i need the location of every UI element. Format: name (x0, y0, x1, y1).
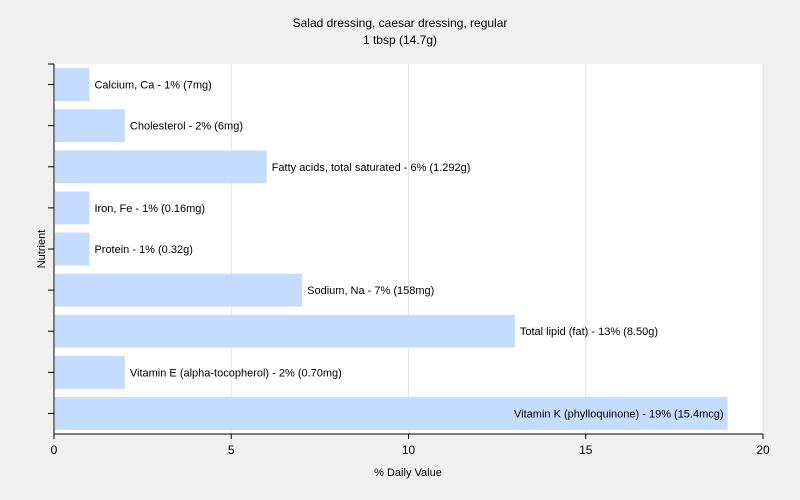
chart-subtitle: 1 tbsp (14.7g) (363, 33, 437, 47)
chart-title: Salad dressing, caesar dressing, regular (293, 16, 508, 30)
bar-label: Cholesterol - 2% (6mg) (130, 121, 243, 133)
bar (55, 109, 125, 143)
bar (55, 232, 90, 266)
bars: Calcium, Ca - 1% (7mg) Cholesterol - 2% (… (55, 68, 728, 430)
bar (55, 314, 515, 348)
bar-label: Vitamin E (alpha-tocopherol) - 2% (0.70m… (130, 367, 342, 379)
x-tick-label: 0 (51, 443, 58, 457)
bar-label: Calcium, Ca - 1% (7mg) (94, 80, 211, 92)
x-tick-label: 15 (579, 443, 593, 457)
bar (55, 273, 303, 307)
x-tick-label: 5 (228, 443, 235, 457)
bar-label: Vitamin K (phylloquinone) - 19% (15.4mcg… (514, 408, 724, 420)
bar-label: Fatty acids, total saturated - 6% (1.292… (272, 162, 471, 174)
x-tick-label: 20 (756, 443, 770, 457)
bar-label: Protein - 1% (0.32g) (94, 244, 192, 256)
bar (55, 397, 728, 430)
axes: 0 5 10 15 20 (48, 63, 770, 457)
bar-label: Iron, Fe - 1% (0.16mg) (94, 203, 205, 215)
bar (55, 355, 125, 389)
bar (55, 68, 90, 101)
grid-lines (230, 64, 764, 434)
y-axis-label: Nutrient (36, 230, 48, 269)
bar-label: Total lipid (fat) - 13% (8.50g) (520, 326, 658, 338)
x-tick-label: 10 (402, 443, 416, 457)
bar (55, 150, 267, 184)
x-axis-label: % Daily Value (374, 467, 442, 479)
bar (55, 191, 90, 225)
bar-label: Sodium, Na - 7% (158mg) (307, 285, 434, 297)
